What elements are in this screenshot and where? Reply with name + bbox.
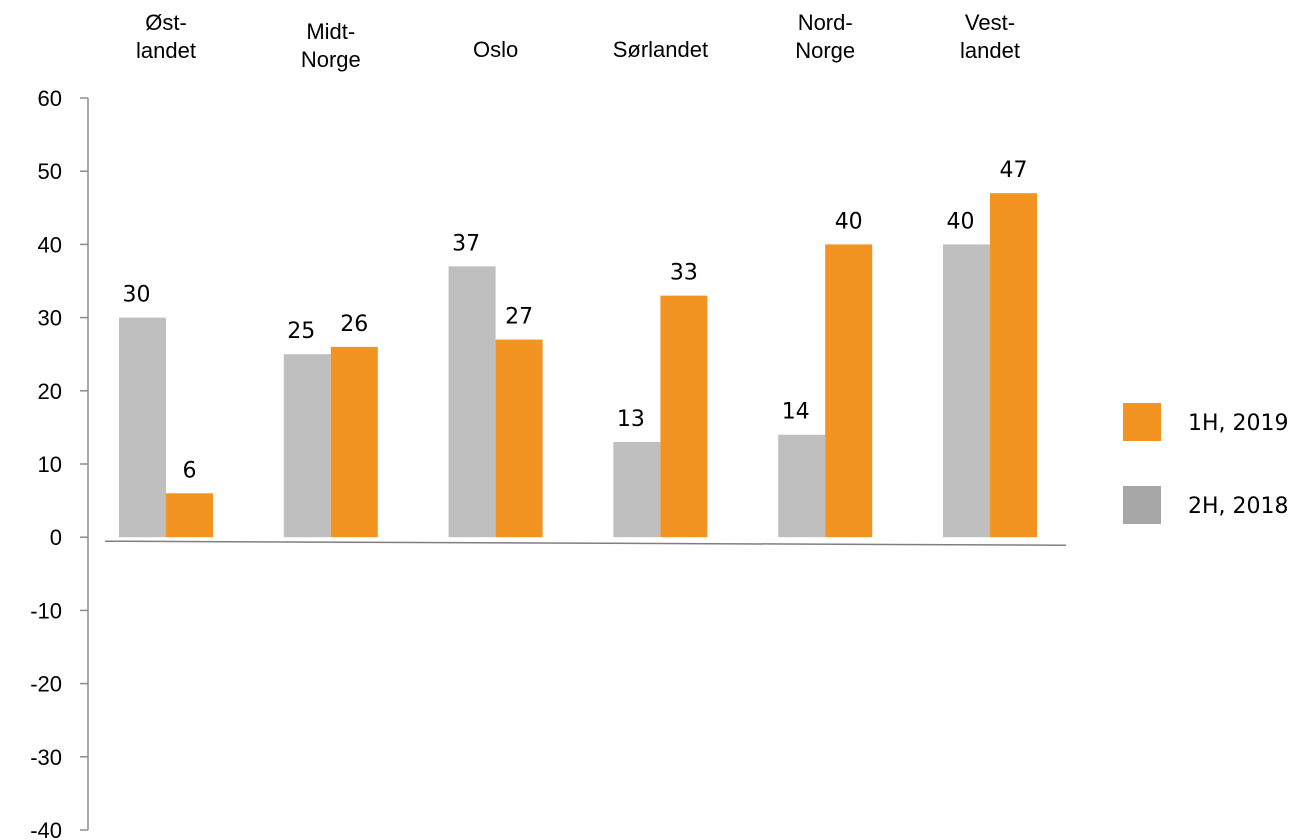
category-label: Oslo [473, 37, 518, 62]
data-label: 37 [452, 231, 480, 256]
bar [825, 244, 873, 538]
bar [283, 354, 331, 538]
legend-label: 2H, 2018 [1188, 494, 1289, 519]
legend-swatch [1123, 486, 1161, 524]
legend-swatch [1123, 403, 1161, 441]
category-label: Nord-Norge [795, 10, 855, 63]
y-tick-label: -20 [30, 672, 62, 697]
data-label: 30 [123, 283, 151, 308]
bar [119, 317, 166, 538]
data-label: 25 [287, 319, 315, 344]
bar [778, 434, 826, 538]
category-labels: Øst-landet Midt-Norge Oslo Sørlandet Nord-No… [136, 10, 1020, 72]
bar [330, 346, 378, 538]
data-label: 13 [617, 407, 645, 432]
bar [495, 339, 543, 538]
legend-label: 1H, 2019 [1188, 411, 1289, 436]
data-label: 14 [782, 400, 810, 425]
y-tick-label: 20 [38, 379, 62, 404]
y-tick-label: 10 [38, 452, 62, 477]
category-label: Sørlandet [613, 37, 708, 62]
y-tick-label: -30 [30, 745, 62, 770]
bar [166, 493, 213, 538]
data-label: 40 [835, 209, 863, 234]
bar [448, 266, 496, 538]
bar [990, 193, 1037, 538]
y-tick-label: -10 [30, 598, 62, 623]
zero-baseline-line [104, 540, 1067, 546]
y-tick-label: -40 [30, 818, 62, 840]
y-axis: 60 50 40 30 20 10 0 -10 -20 -30 -40 [30, 86, 89, 840]
data-label: 33 [670, 261, 698, 286]
y-tick-label: 30 [38, 306, 62, 331]
y-tick-label: 50 [38, 159, 62, 184]
data-labels: 30 25 37 13 14 40 6 26 27 33 40 47 [123, 158, 1028, 483]
bar [660, 295, 708, 538]
y-tick-label: 40 [38, 232, 62, 257]
zero-baseline [104, 540, 1067, 546]
data-label: 47 [1000, 158, 1028, 183]
y-tick-label: 0 [50, 525, 62, 550]
bars [119, 193, 1037, 538]
data-label: 40 [947, 209, 975, 234]
data-label: 27 [505, 305, 533, 330]
data-label: 26 [340, 312, 368, 337]
category-label: Vest-landet [960, 10, 1020, 63]
bar [943, 244, 990, 538]
category-label: Øst-landet [136, 10, 196, 63]
y-tick-label: 60 [38, 86, 62, 111]
bar [613, 442, 661, 538]
data-label: 6 [183, 458, 197, 483]
category-label: Midt-Norge [301, 19, 361, 72]
legend: 1H, 2019 2H, 2018 [1123, 403, 1289, 524]
